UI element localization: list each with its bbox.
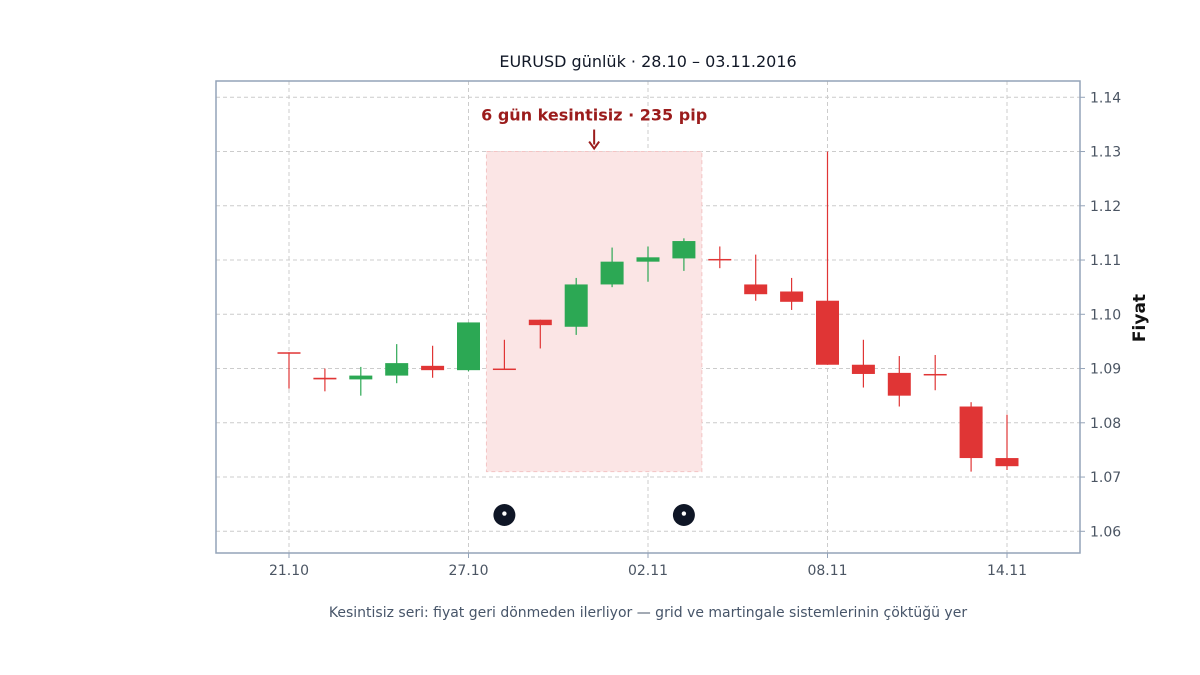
candle-body bbox=[564, 284, 588, 327]
candle-body bbox=[457, 322, 480, 371]
candle-body bbox=[672, 241, 696, 259]
x-tick-label: 02.11 bbox=[628, 563, 668, 579]
candle-body bbox=[744, 284, 768, 295]
x-tick-label: 27.10 bbox=[448, 563, 488, 579]
y-tick-label: 1.07 bbox=[1090, 470, 1121, 486]
candle-down bbox=[816, 151, 839, 365]
candle-body bbox=[313, 377, 337, 380]
grid-lines bbox=[216, 81, 1080, 553]
candle-body bbox=[277, 352, 301, 354]
candles bbox=[277, 151, 1019, 472]
y-tick-label: 1.09 bbox=[1090, 362, 1121, 378]
candle-down bbox=[492, 339, 516, 371]
chart-title: EURUSD günlük · 28.10 – 03.11.2016 bbox=[499, 52, 796, 71]
candle-down bbox=[421, 345, 445, 378]
event-marker bbox=[672, 504, 695, 527]
candle-body bbox=[923, 373, 947, 376]
candle-down bbox=[708, 246, 732, 269]
candle-down bbox=[277, 352, 301, 389]
candle-body bbox=[816, 300, 839, 365]
x-tick-label: 21.10 bbox=[269, 563, 309, 579]
candle-down bbox=[995, 414, 1019, 470]
highlight-annotation: 6 gün kesintisiz · 235 pip bbox=[481, 106, 707, 125]
y-tick-label: 1.11 bbox=[1090, 253, 1121, 269]
candle-down bbox=[851, 339, 875, 388]
candle-body bbox=[995, 458, 1019, 467]
candle-body bbox=[385, 363, 409, 376]
candle-up bbox=[564, 277, 588, 335]
candle-body bbox=[600, 261, 624, 285]
candle-down bbox=[744, 254, 768, 301]
candle-up bbox=[636, 246, 660, 282]
candle-body bbox=[887, 372, 911, 396]
y-tick-label: 1.14 bbox=[1090, 90, 1121, 106]
candle-up bbox=[600, 247, 624, 288]
highlight-rect bbox=[485, 151, 703, 473]
candle-body bbox=[492, 368, 516, 371]
candle-down bbox=[923, 354, 947, 391]
event-marker bbox=[493, 504, 516, 527]
y-tick-label: 1.08 bbox=[1090, 416, 1121, 432]
y-tick-label: 1.10 bbox=[1090, 307, 1121, 323]
candle-up bbox=[385, 344, 409, 384]
candle-down bbox=[959, 402, 983, 472]
candle-down bbox=[887, 356, 911, 407]
candle-body bbox=[708, 258, 732, 261]
candle-up bbox=[672, 238, 696, 271]
annotation-arrow-head bbox=[588, 140, 600, 151]
candle-up bbox=[457, 322, 480, 372]
chart-caption: Kesintisiz seri: fiyat geri dönmeden ile… bbox=[329, 605, 967, 621]
candle-body bbox=[851, 364, 875, 374]
x-tick-label: 14.11 bbox=[987, 563, 1027, 579]
marker-dot bbox=[502, 511, 507, 516]
y-tick-label: 1.13 bbox=[1090, 145, 1121, 161]
candle-body bbox=[528, 319, 552, 326]
y-axis-ticks: 1.06 1.07 1.08 1.09 1.10 1.11 1.12 1.13 1.14 bbox=[1080, 90, 1121, 540]
candle-down bbox=[313, 368, 337, 392]
markers bbox=[493, 504, 695, 527]
candle-body bbox=[636, 257, 660, 262]
candle-body bbox=[959, 406, 983, 459]
candle-body bbox=[421, 365, 445, 371]
candle-down bbox=[780, 277, 804, 310]
y-tick-label: 1.06 bbox=[1090, 524, 1121, 540]
candle-body bbox=[780, 291, 804, 302]
candle-down bbox=[528, 319, 552, 349]
x-axis-ticks: 21.10 27.10 02.11 08.11 14.11 bbox=[269, 553, 1027, 579]
candle-body bbox=[349, 375, 373, 380]
highlight-region: 6 gün kesintisiz · 235 pip bbox=[481, 106, 707, 473]
candle-up bbox=[349, 366, 373, 396]
marker-dot bbox=[681, 511, 687, 516]
x-tick-label: 08.11 bbox=[807, 563, 847, 579]
y-axis-label: Fiyat bbox=[1130, 294, 1150, 342]
y-tick-label: 1.12 bbox=[1090, 199, 1121, 215]
